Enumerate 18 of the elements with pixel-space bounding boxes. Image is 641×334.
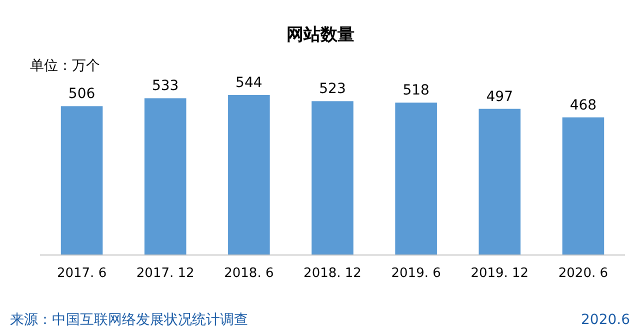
x-tick-label: 2019. 6: [391, 266, 441, 281]
data-label: 523: [319, 81, 346, 98]
text: 单位：万个: [30, 58, 100, 74]
x-tick-label: 2017. 6: [56, 266, 107, 281]
data-label: 518: [402, 82, 430, 99]
data-label: 506: [68, 86, 96, 102]
x-tick-label: 2017. 12: [136, 266, 194, 281]
x-tick-label: 2020. 6: [558, 266, 608, 281]
x-tick-label: 2019. 12: [470, 266, 529, 281]
chart-title: 网站数量: [286, 25, 354, 45]
x-tick-label: 2018. 6: [224, 266, 274, 281]
x-tick-label: 2018. 12: [304, 266, 362, 281]
data-label: 497: [486, 88, 514, 105]
text: 2020.6: [581, 312, 630, 328]
data-label: 544: [236, 75, 262, 91]
data-label: 468: [570, 97, 597, 114]
data-label: 533: [152, 78, 179, 94]
source-note: 来源：中国互联网络发展状况统计调查: [10, 312, 248, 328]
